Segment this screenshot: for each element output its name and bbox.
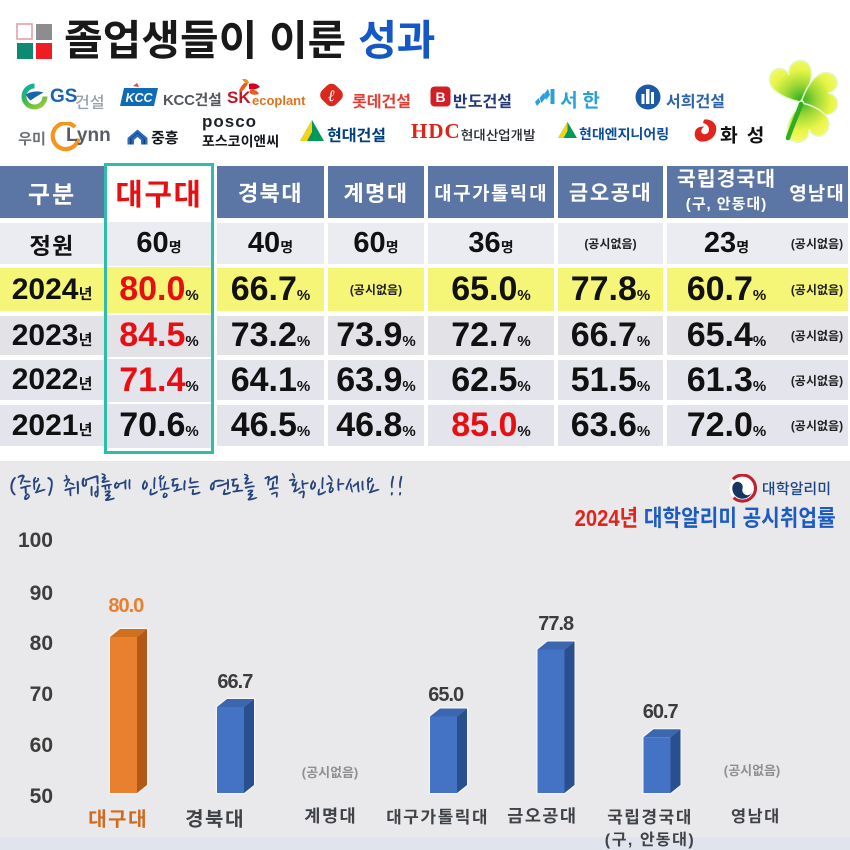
svg-text:KCC: KCC (125, 91, 153, 105)
svg-text:B: B (435, 89, 445, 105)
svg-text:ℓ: ℓ (327, 88, 335, 105)
